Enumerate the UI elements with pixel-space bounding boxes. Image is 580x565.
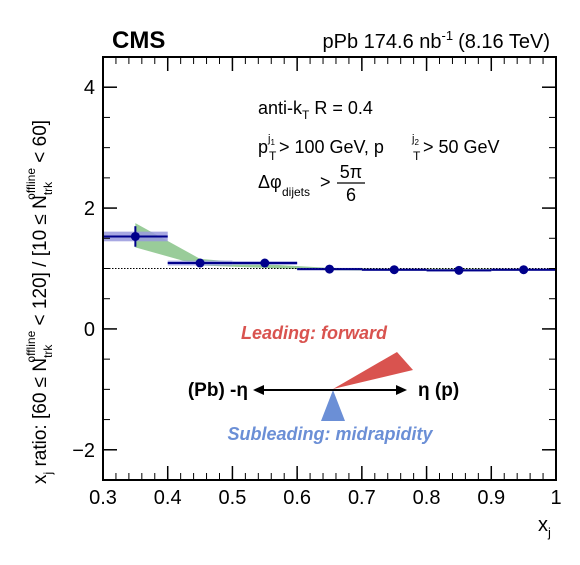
pt-cut-text: > 100 GeV, p [279, 137, 384, 157]
eta-arrow-right [396, 385, 407, 395]
lumi-exponent: -1 [442, 28, 454, 43]
dphi-numerator: 5π [340, 162, 362, 182]
algo-text: anti-k [258, 98, 303, 118]
data-point [260, 258, 270, 268]
data-point [325, 264, 334, 274]
y-title-sub2: trk [41, 181, 55, 195]
pt1-p: p [258, 137, 268, 157]
x-axis-title-sub: j [547, 525, 551, 540]
subleading-jet-cone [321, 390, 345, 421]
y-axis-title: xj ratio: [60 ≤ Ntrkoffline < 120] / [10… [24, 120, 55, 484]
pt1-sup-idx: 1 [270, 138, 275, 147]
pt2-sup-idx: 2 [414, 138, 419, 147]
pt-cut-label: p j1 T > 100 GeV, p j2 T > 50 GeV [258, 133, 500, 163]
x-tick-label: 0.9 [477, 487, 505, 509]
pt2-sup-j: j [411, 133, 414, 145]
pt1-sup: j1 [267, 133, 275, 147]
jet-algorithm-label: anti-kT R = 0.4 [258, 98, 373, 122]
pt-cut-text-2: > 50 GeV [423, 137, 500, 157]
pt2-sub: T [413, 149, 421, 163]
x-tick-label: 0.7 [348, 487, 376, 509]
eta-arrow-left [253, 385, 264, 395]
x-tick-label: 0.4 [154, 487, 182, 509]
ticks-layer: 0.3 0.4 0.5 0.6 0.7 0.8 0.9 1 −2 0 2 4 [72, 56, 562, 509]
y-tick-label: −2 [72, 440, 95, 462]
x-tick-label: 0.3 [89, 487, 117, 509]
data-point [130, 231, 140, 241]
x-axis-title-main: x [538, 514, 548, 536]
data-point [195, 258, 205, 268]
experiment-label: CMS [112, 27, 165, 54]
y-title-part2: < 120] / [10 ≤ N [30, 195, 51, 331]
dphi-cut-label: Δφ dijets > 5π 6 [258, 162, 365, 205]
data-points-layer [103, 226, 556, 275]
y-tick-label: 0 [84, 319, 95, 341]
dphi-subscript: dijets [282, 185, 310, 199]
x-tick-label: 1 [550, 487, 561, 509]
subleading-label: Subleading: midrapidity [227, 424, 433, 444]
dphi-denominator: 6 [346, 185, 356, 205]
rapidity-diagram: Leading: forward Subleading: midrapidity… [188, 323, 459, 444]
y-title-part3: < 60] [30, 120, 51, 168]
y-title-x: x [30, 474, 51, 484]
algo-radius: R = 0.4 [309, 98, 373, 118]
pt2-sup: j2 [411, 133, 419, 147]
pb-side-label: (Pb) -η [188, 380, 248, 401]
leading-jet-cone [333, 352, 413, 389]
x-tick-label: 0.5 [219, 487, 247, 509]
y-title-sub1: trk [41, 344, 55, 358]
leading-label: Leading: forward [241, 323, 388, 343]
dphi-symbol: Δφ [258, 172, 282, 192]
data-point [519, 265, 529, 275]
pt1-sup-j: j [267, 133, 270, 145]
x-axis-title: xj [538, 514, 551, 540]
data-point [389, 265, 399, 275]
y-title-sup2: offline [24, 168, 38, 200]
pt1-sub: T [269, 149, 277, 163]
data-point [454, 265, 464, 275]
x-tick-label: 0.6 [283, 487, 311, 509]
y-title-sub-j: j [41, 472, 55, 476]
system-label: pPb 174.6 nb [323, 31, 442, 53]
y-title-sup1: offline [24, 330, 38, 362]
system-lumi-label: pPb 174.6 nb-1 (8.16 TeV) [323, 28, 550, 53]
x-tick-label: 0.8 [413, 487, 441, 509]
p-side-label: η (p) [418, 380, 459, 401]
y-tick-label: 2 [84, 198, 95, 220]
y-tick-label: 4 [84, 77, 95, 99]
dphi-gt: > [320, 172, 331, 192]
y-title-part1: ratio: [60 ≤ N [30, 358, 51, 472]
energy-label: (8.16 TeV) [458, 31, 550, 53]
algo-subscript: T [302, 108, 310, 122]
